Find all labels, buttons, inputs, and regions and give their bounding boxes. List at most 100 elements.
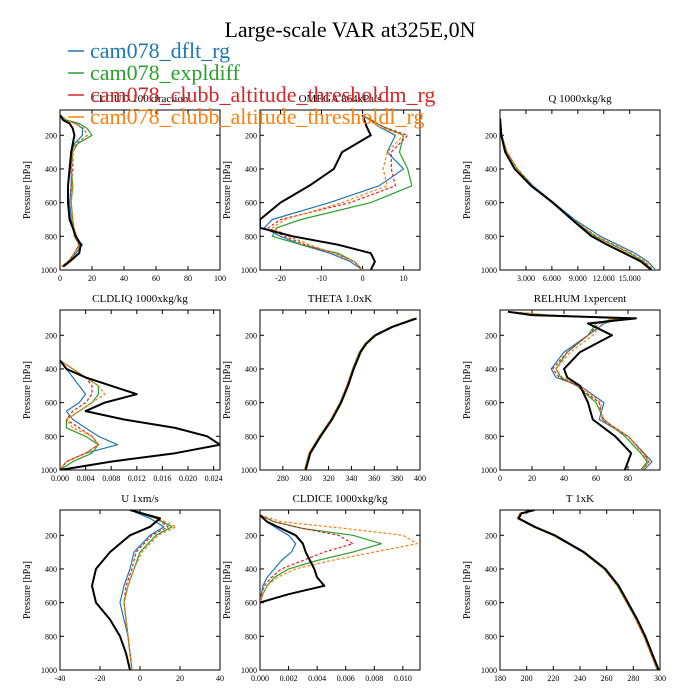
y-axis-label: Pressure [hPa] bbox=[222, 561, 233, 619]
x-tick-label: 60 bbox=[152, 274, 160, 283]
series-line-cam078_clubb_altitude_thresholdm_rg bbox=[260, 514, 354, 603]
x-tick-label: 40 bbox=[120, 274, 128, 283]
series-line-cam078_clubb_altitude_thresholdm_rg bbox=[267, 114, 409, 270]
series-line-cam078_clubb_altitude_thresholdl_rg bbox=[260, 514, 418, 603]
x-tick-label: 0.008 bbox=[365, 674, 383, 683]
y-tick-label: 200 bbox=[485, 131, 497, 140]
y-axis-label: Pressure [hPa] bbox=[22, 561, 33, 619]
panel-title: THETA 1.0xK bbox=[308, 293, 373, 305]
series-line-obs bbox=[517, 510, 660, 670]
legend: cam078_dflt_rgcam078_expldiffcam078_club… bbox=[68, 38, 435, 129]
x-tick-label: 20 bbox=[528, 474, 536, 483]
x-tick-label: 0.016 bbox=[153, 474, 171, 483]
legend-entry-label: cam078_expldiff bbox=[90, 60, 241, 85]
y-tick-label: 400 bbox=[45, 565, 57, 574]
y-tick-label: 600 bbox=[45, 399, 57, 408]
x-tick-label: -40 bbox=[55, 674, 66, 683]
y-tick-label: 800 bbox=[245, 232, 257, 241]
panel-frame bbox=[259, 309, 421, 471]
x-tick-label: 100 bbox=[214, 274, 226, 283]
series-line-cam078_clubb_altitude_thresholdl_rg bbox=[304, 317, 415, 470]
panel-title: CLDLIQ 1000xkg/kg bbox=[92, 293, 188, 305]
x-tick-label: 0 bbox=[58, 274, 62, 283]
series-line-obs bbox=[500, 118, 653, 270]
x-tick-label: 280 bbox=[277, 474, 289, 483]
panel-frame bbox=[59, 309, 221, 471]
y-tick-label: 400 bbox=[485, 365, 497, 374]
y-tick-label: 400 bbox=[245, 165, 257, 174]
series-line-cam078_dflt_rg bbox=[304, 317, 415, 470]
x-tick-label: 0 bbox=[138, 674, 142, 683]
series-line-cam078_clubb_altitude_thresholdm_rg bbox=[500, 118, 654, 270]
series-line-cam078_clubb_altitude_thresholdl_rg bbox=[60, 114, 88, 268]
x-tick-label: 0 bbox=[361, 274, 365, 283]
y-tick-label: 200 bbox=[245, 331, 257, 340]
x-tick-label: -20 bbox=[95, 674, 106, 683]
series-line-cam078_dflt_rg bbox=[507, 311, 653, 470]
y-tick-label: 1000 bbox=[481, 466, 497, 475]
x-tick-label: 180 bbox=[494, 674, 506, 683]
y-tick-label: 800 bbox=[485, 632, 497, 641]
series-line-cam078_clubb_altitude_thresholdm_rg bbox=[304, 317, 415, 470]
x-tick-label: 20 bbox=[176, 674, 184, 683]
x-tick-label: 300 bbox=[300, 474, 312, 483]
series-line-cam078_clubb_altitude_thresholdl_rg bbox=[123, 510, 177, 670]
panel-frame bbox=[499, 109, 661, 271]
y-axis-label: Pressure [hPa] bbox=[222, 161, 233, 219]
series-line-cam078_clubb_altitude_thresholdm_rg bbox=[516, 510, 658, 670]
x-tick-label: 240 bbox=[574, 674, 586, 683]
y-tick-label: 1000 bbox=[41, 466, 57, 475]
y-tick-label: 200 bbox=[45, 331, 57, 340]
y-tick-label: 200 bbox=[45, 131, 57, 140]
x-tick-label: 0.000 bbox=[51, 474, 69, 483]
y-axis-label: Pressure [hPa] bbox=[462, 561, 473, 619]
y-tick-label: 800 bbox=[45, 632, 57, 641]
y-tick-label: 200 bbox=[245, 531, 257, 540]
x-tick-label: 15.000 bbox=[619, 274, 641, 283]
x-tick-label: 0.004 bbox=[77, 474, 95, 483]
y-tick-label: 1000 bbox=[241, 466, 257, 475]
series-line-cam078_dflt_rg bbox=[516, 510, 658, 670]
x-tick-label: 40 bbox=[560, 474, 568, 483]
x-tick-label: 20 bbox=[88, 274, 96, 283]
series-line-cam078_clubb_altitude_thresholdm_rg bbox=[60, 359, 100, 470]
x-tick-label: 0.012 bbox=[128, 474, 146, 483]
panel-title: T 1xK bbox=[566, 493, 594, 505]
x-tick-label: -20 bbox=[275, 274, 286, 283]
panel-title: OMEGA 864xPa/s bbox=[299, 93, 382, 105]
y-tick-label: 800 bbox=[45, 232, 57, 241]
x-tick-label: 0.006 bbox=[337, 674, 355, 683]
panel-5: THETA 1.0xK Pressure [hPa] 200 400 600 800 100… bbox=[222, 293, 426, 483]
x-tick-label: 0.004 bbox=[308, 674, 326, 683]
series-line-obs bbox=[60, 359, 220, 470]
x-tick-label: 0.010 bbox=[394, 674, 412, 683]
y-tick-label: 400 bbox=[45, 365, 57, 374]
y-tick-label: 1000 bbox=[41, 266, 57, 275]
series-line-cam078_expldiff bbox=[60, 114, 93, 268]
y-tick-label: 600 bbox=[45, 199, 57, 208]
panel-frame bbox=[59, 109, 221, 271]
series-line-cam078_dflt_rg bbox=[260, 514, 297, 603]
y-tick-label: 600 bbox=[485, 399, 497, 408]
x-tick-label: 340 bbox=[345, 474, 357, 483]
series-line-cam078_expldiff bbox=[271, 114, 413, 270]
y-tick-label: 600 bbox=[245, 599, 257, 608]
legend-entry-label: cam078_clubb_altitude_thresholdl_rg bbox=[90, 104, 424, 129]
y-axis-label: Pressure [hPa] bbox=[222, 361, 233, 419]
panel-frame bbox=[259, 509, 421, 671]
series-line-cam078_expldiff bbox=[60, 359, 100, 470]
y-axis-label: Pressure [hPa] bbox=[462, 161, 473, 219]
y-axis-label: Pressure [hPa] bbox=[22, 361, 33, 419]
panel-title: RELHUM 1xpercent bbox=[534, 293, 627, 305]
panel-frame bbox=[499, 309, 661, 471]
x-tick-label: 0.008 bbox=[102, 474, 120, 483]
x-tick-label: 40 bbox=[216, 674, 224, 683]
y-tick-label: 800 bbox=[245, 432, 257, 441]
y-tick-label: 200 bbox=[485, 331, 497, 340]
series-line-obs bbox=[304, 317, 417, 470]
panel-title: U 1xm/s bbox=[121, 493, 159, 505]
x-tick-label: 0.000 bbox=[251, 674, 269, 683]
series-line-cam078_clubb_altitude_thresholdl_rg bbox=[60, 359, 106, 470]
